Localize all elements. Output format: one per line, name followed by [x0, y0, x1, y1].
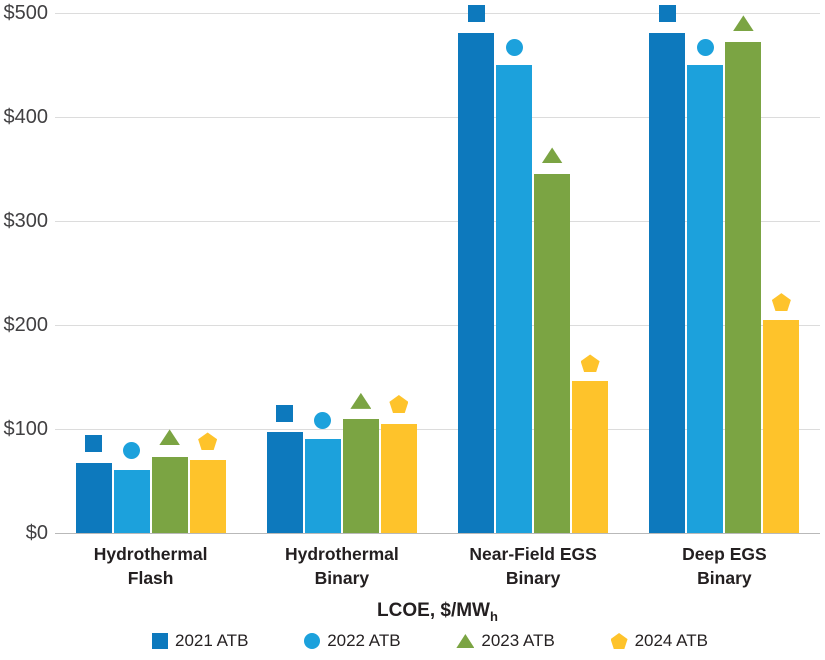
square-marker-2021-atb [658, 4, 676, 22]
gridline [55, 325, 820, 326]
triangle-marker-2023-atb [350, 392, 372, 409]
x-axis-line [55, 533, 820, 534]
y-tick-label: $300 [3, 210, 49, 232]
bar-2023-atb [725, 42, 762, 533]
category-label: Hydrothermal Flash [93, 544, 208, 589]
bar-2022-atb [687, 65, 724, 533]
circle-marker-2022-atb [696, 38, 714, 56]
x-axis-title: LCOE, $/MWh [55, 600, 820, 624]
bar-2022-atb [496, 65, 533, 533]
legend-label: 2023 ATB [481, 631, 555, 650]
bar-2022-atb [113, 469, 150, 533]
pentagon-icon [610, 633, 628, 649]
square-marker-2021-atb [85, 435, 103, 453]
y-tick-label: $500 [3, 2, 49, 24]
legend-label: 2022 ATB [327, 631, 401, 650]
category-label: Near-Field EGS Binary [469, 544, 597, 589]
gridline [55, 221, 820, 222]
legend-item-2021-atb: 2021 ATB [152, 631, 248, 651]
bar-2023-atb [342, 418, 379, 533]
legend-label: 2021 ATB [175, 631, 249, 650]
pentagon-marker-2024-atb [771, 293, 791, 312]
legend-item-2022-atb: 2022 ATB [304, 631, 401, 651]
bar-2021-atb [266, 432, 303, 533]
triangle-marker-2023-atb [541, 147, 563, 164]
legend-label: 2024 ATB [634, 631, 708, 650]
x-axis-title-subscript: h [490, 608, 498, 624]
pentagon-marker-2024-atb [389, 395, 409, 414]
legend: 2021 ATB 2022 ATB 2023 ATB 2024 ATB [152, 631, 708, 651]
bar-2024-atb [380, 423, 417, 533]
y-tick-label: $200 [3, 314, 49, 336]
circle-marker-2022-atb [314, 412, 332, 430]
category-label: Hydrothermal Binary [284, 544, 399, 589]
gridline [55, 13, 820, 14]
gridline [55, 429, 820, 430]
bar-2022-atb [304, 439, 341, 533]
legend-item-2023-atb: 2023 ATB [456, 631, 555, 651]
bar-2024-atb [763, 319, 800, 533]
x-axis-title-text: LCOE, $/MW [377, 600, 490, 621]
pentagon-marker-2024-atb [580, 354, 600, 373]
bar-2023-atb [534, 174, 571, 533]
category-label: Deep EGS Binary [682, 544, 767, 589]
circle-marker-2022-atb [123, 442, 141, 460]
bar-2021-atb [75, 463, 112, 533]
bar-2024-atb [572, 381, 609, 533]
bar-2024-atb [189, 460, 226, 533]
gridline [55, 117, 820, 118]
triangle-marker-2023-atb [732, 15, 754, 32]
legend-item-2024-atb: 2024 ATB [610, 631, 708, 651]
y-tick-label: $100 [3, 418, 49, 440]
triangle-icon [456, 634, 475, 648]
circle-marker-2022-atb [505, 38, 523, 56]
y-tick-label: $400 [3, 106, 49, 128]
bar-2021-atb [458, 32, 495, 533]
bar-2023-atb [151, 457, 188, 533]
pentagon-marker-2024-atb [198, 432, 218, 451]
square-icon [152, 633, 168, 649]
y-tick-label: $0 [25, 522, 48, 544]
triangle-marker-2023-atb [159, 429, 181, 446]
square-marker-2021-atb [467, 4, 485, 22]
circle-icon [304, 633, 321, 649]
bar-2021-atb [649, 32, 686, 533]
square-marker-2021-atb [276, 404, 294, 422]
